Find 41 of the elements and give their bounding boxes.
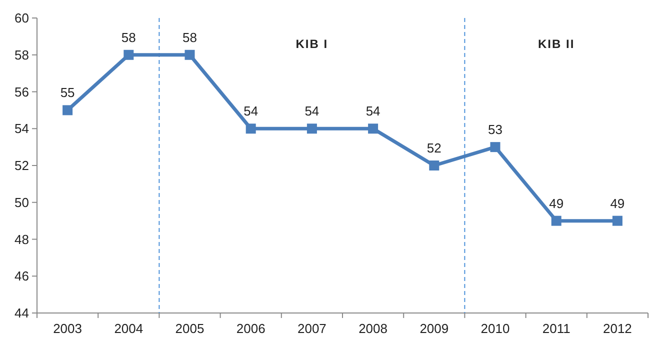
point <box>124 50 134 60</box>
x-tick-label: 2010 <box>480 321 510 336</box>
annotation: KIB II <box>538 37 575 51</box>
y-tick-label: 56 <box>14 84 29 100</box>
data-label: 49 <box>610 196 625 211</box>
data-label: 52 <box>426 140 442 156</box>
data-label: 49 <box>549 196 564 211</box>
x-tick-label: 2012 <box>602 321 632 336</box>
x-tick-label: 2004 <box>114 321 144 336</box>
point <box>306 124 317 134</box>
data-label: 55 <box>60 85 75 100</box>
y-tick-label: 50 <box>14 194 29 210</box>
x-tick-label: 2006 <box>236 321 266 336</box>
y-tick-label: 60 <box>14 10 29 26</box>
y-tick-label: 54 <box>14 121 29 136</box>
y-tick-label: 44 <box>14 306 29 321</box>
point <box>429 160 440 170</box>
point <box>551 216 562 226</box>
point <box>368 124 378 134</box>
data-label: 54 <box>244 104 258 119</box>
annotation: KIB I <box>296 37 328 51</box>
data-label: 54 <box>366 104 380 119</box>
x-tick-label: 2009 <box>420 321 449 336</box>
x-tick-label: 2011 <box>542 321 570 336</box>
data-label: 58 <box>182 30 197 45</box>
data-label: 54 <box>304 104 320 119</box>
y-tick-label: 48 <box>14 232 29 247</box>
y-tick-label: 58 <box>14 47 29 62</box>
data-label: 53 <box>488 122 502 138</box>
y-tick-label: 52 <box>14 158 29 174</box>
point <box>490 142 500 152</box>
x-tick-label: 2007 <box>297 321 326 336</box>
point <box>184 50 195 60</box>
data-label: 58 <box>121 30 136 45</box>
point <box>612 216 622 226</box>
x-tick-label: 2003 <box>53 321 82 336</box>
point <box>62 105 73 116</box>
x-tick-label: 2008 <box>358 321 388 336</box>
y-tick-label: 46 <box>14 268 29 284</box>
point <box>246 124 256 134</box>
x-tick-label: 2005 <box>175 321 204 336</box>
